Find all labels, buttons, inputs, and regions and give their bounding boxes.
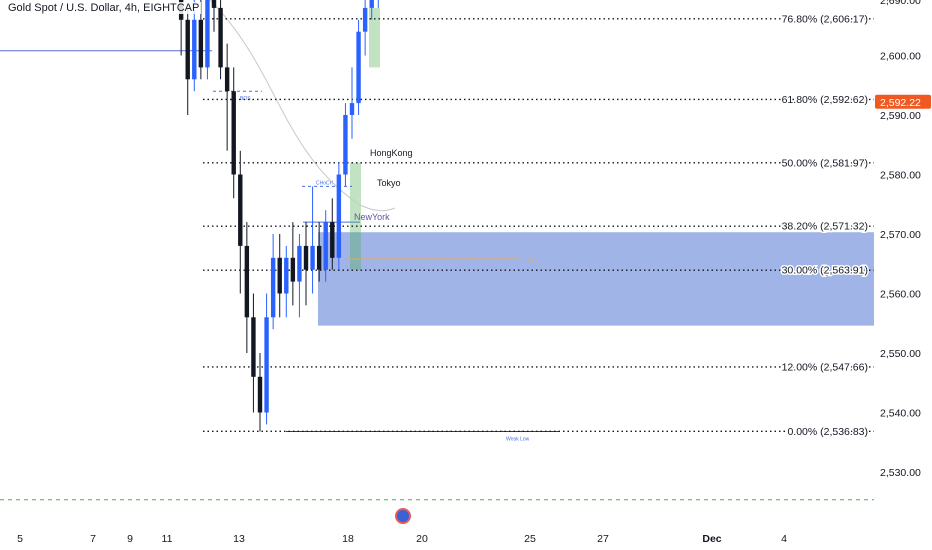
time-tick-5: 18 bbox=[342, 533, 354, 545]
fib-label-7: 38.20% (2,571.32) bbox=[782, 221, 868, 233]
zone-demand-blue bbox=[318, 232, 874, 326]
time-tick-9: 9 bbox=[127, 533, 133, 545]
candle-body-45 bbox=[369, 0, 374, 8]
eql-label: FVG bbox=[528, 257, 538, 263]
green-imbalance-box-2 bbox=[369, 7, 380, 68]
candle-body-19 bbox=[198, 19, 204, 68]
fib-label-8: 30.00% (2,563.91) bbox=[782, 265, 868, 277]
time-tick-9: Dec bbox=[702, 533, 721, 545]
choch-label: CHoCH bbox=[316, 180, 334, 186]
session-label-newyork: NewYork bbox=[354, 212, 390, 222]
candle-body-33 bbox=[290, 257, 296, 282]
price-axis: 2,680.002,670.002,660.002,650.002,640.00… bbox=[874, 0, 932, 539]
candle-body-43 bbox=[356, 31, 361, 104]
price-axis-bg bbox=[874, 0, 932, 528]
candle-body-31 bbox=[277, 257, 282, 294]
candle-body-42 bbox=[349, 103, 355, 115]
zones-layer bbox=[318, 232, 874, 326]
candle-body-23 bbox=[224, 67, 230, 92]
current-price-label: 2,592.22 bbox=[880, 97, 921, 109]
candle-body-24 bbox=[231, 91, 236, 175]
price-tick-10: 2,580.00 bbox=[880, 170, 921, 182]
candle-body-29 bbox=[264, 317, 269, 413]
moving-average bbox=[209, 0, 396, 212]
session-label-tokyo: Tokyo bbox=[377, 178, 401, 188]
candle-body-18 bbox=[192, 19, 197, 80]
time-tick-6: 20 bbox=[416, 533, 428, 545]
candle-body-20 bbox=[205, 0, 210, 68]
candle-body-17 bbox=[185, 19, 190, 80]
price-tick-7: 2,610.00 bbox=[880, 0, 921, 3]
candle-body-39 bbox=[330, 222, 335, 258]
candle-body-40 bbox=[336, 174, 342, 258]
time-tick-8: 27 bbox=[597, 533, 609, 545]
candle-body-27 bbox=[251, 317, 256, 377]
price-tick-8: 2,600.00 bbox=[880, 51, 921, 63]
price-tick-14: 2,540.00 bbox=[880, 408, 921, 420]
candle-body-28 bbox=[257, 376, 263, 413]
candle-body-37 bbox=[316, 245, 322, 270]
price-tick-15: 2,530.00 bbox=[880, 467, 921, 479]
candles-layer bbox=[178, 0, 379, 432]
price-tick-11: 2,570.00 bbox=[880, 229, 921, 241]
symbol-title: Gold Spot / U.S. Dollar, 4h, EIGHTCAP bbox=[6, 2, 202, 14]
fib-label-6: 50.00% (2,581.97) bbox=[782, 157, 868, 169]
price-markers: 2,634.2104:14XAUUSD2,592.22 bbox=[395, 94, 931, 524]
time-tick-7: 25 bbox=[524, 533, 536, 545]
price-tick-13: 2,550.00 bbox=[880, 348, 921, 360]
fib-label-10: 0.00% (2,536.83) bbox=[787, 426, 868, 438]
current-price-marker bbox=[875, 94, 931, 109]
green-imbalance-box bbox=[350, 162, 361, 270]
price-tick-12: 2,560.00 bbox=[880, 289, 921, 301]
us-flag-icon[interactable] bbox=[395, 508, 411, 524]
candle-body-34 bbox=[297, 245, 302, 282]
candle-body-26 bbox=[244, 245, 250, 318]
fib-label-4: 76.80% (2,606.17) bbox=[782, 13, 868, 25]
candle-body-25 bbox=[238, 174, 243, 246]
candle-body-22 bbox=[218, 7, 223, 68]
candle-body-44 bbox=[362, 7, 368, 32]
candle-body-32 bbox=[284, 257, 289, 294]
bos-label-mid: BOS bbox=[240, 96, 251, 102]
candle-body-35 bbox=[303, 245, 309, 270]
fib-label-9: 12.00% (2,547.66) bbox=[782, 361, 868, 373]
candle-body-41 bbox=[343, 115, 348, 175]
candle-body-30 bbox=[270, 257, 276, 318]
time-tick-1: 7 bbox=[90, 533, 96, 545]
weak-low-label: Weak Low bbox=[506, 437, 530, 443]
time-axis-bg bbox=[0, 528, 932, 550]
session-label-hongkong: HongKong bbox=[370, 148, 413, 158]
time-axis: 5 7 11 13 18 20 25 27 Dec 4 9 bbox=[0, 528, 932, 550]
candle-body-36 bbox=[310, 245, 315, 270]
candle-body-38 bbox=[323, 222, 328, 270]
time-tick-10: 4 bbox=[781, 533, 787, 545]
time-tick-3: 11 bbox=[162, 533, 173, 545]
fib-levels-layer: 123.60% (2,648.42)112.00% (2,637.94)100.… bbox=[203, 12, 874, 439]
fib-label-5: 61.80% (2,592.62) bbox=[782, 94, 868, 106]
candle-body-21 bbox=[211, 0, 217, 8]
time-tick-0: 5 bbox=[17, 533, 23, 545]
time-tick-4: 13 bbox=[233, 533, 245, 545]
price-tick-top: 2,690.00 bbox=[880, 0, 921, 7]
price-tick-9: 2,590.00 bbox=[880, 110, 921, 122]
